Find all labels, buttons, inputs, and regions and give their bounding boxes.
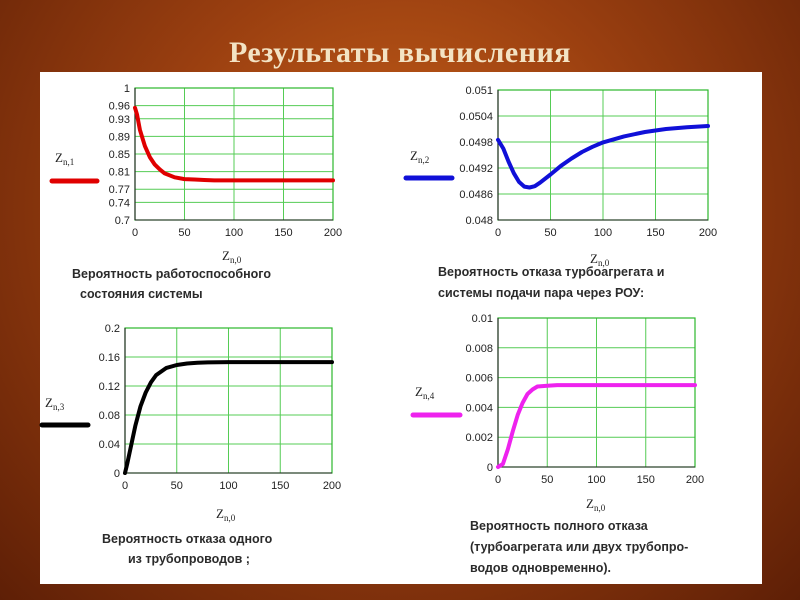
y-tick-label: 0.048 (465, 215, 493, 227)
y-tick-label: 0.7 (115, 215, 130, 227)
x-axis-label-subscript: n,0 (230, 255, 242, 265)
y-tick-label: 0.93 (109, 114, 130, 126)
y-tick-label: 0.01 (472, 313, 493, 325)
chart-caption-line: Вероятность отказа одного (102, 532, 273, 546)
x-tick-label: 150 (646, 227, 664, 239)
chart-caption-line: из трубопроводов ; (128, 552, 250, 566)
x-tick-label: 200 (324, 227, 342, 239)
y-tick-label: 0.0504 (459, 111, 493, 123)
y-axis-label: Zn,1 (55, 150, 74, 167)
x-tick-label: 50 (171, 480, 183, 492)
y-tick-label: 0.004 (465, 402, 493, 414)
x-axis-label: Zn,0 (216, 506, 236, 523)
slide-title: Результаты вычисления (228, 36, 572, 69)
x-tick-label: 100 (225, 227, 243, 239)
x-tick-label: 50 (178, 227, 190, 239)
x-tick-label: 0 (495, 474, 501, 486)
y-tick-label: 0.77 (109, 184, 130, 196)
y-tick-label: 0.0486 (459, 189, 493, 201)
x-axis-label-subscript: n,0 (224, 513, 236, 523)
y-tick-label: 0.08 (99, 410, 120, 422)
y-axis-label-subscript: n,2 (418, 155, 429, 165)
y-tick-label: 0.12 (99, 381, 120, 393)
x-axis-label: Zn,0 (222, 248, 242, 265)
y-tick-label: 0.81 (109, 167, 130, 179)
chart-caption-line: Вероятность работоспособного (72, 267, 271, 281)
x-axis-label-subscript: n,0 (598, 258, 610, 268)
y-tick-label: 0.04 (99, 439, 120, 451)
x-tick-label: 0 (132, 227, 138, 239)
chart-caption-line: Вероятность отказа турбоагрегата и (438, 265, 664, 279)
y-tick-label: 0.0492 (459, 163, 493, 175)
chart-1: 0 50 100 150 200 0.7 0.740.77 0.81 0.85 0.89 0.930… (49, 83, 342, 301)
y-tick-label: 0.74 (109, 197, 130, 209)
y-axis-label-subscript: n,3 (53, 402, 65, 412)
chart-caption-line: водов одновременно). (470, 561, 611, 575)
x-tick-label: 200 (699, 227, 717, 239)
x-tick-label: 100 (587, 474, 605, 486)
x-tick-label: 150 (637, 474, 655, 486)
chart-3: 0 50 100 150 200 0 0.04 0.08 0.12 0.16 0.2 Zn,3 Zn,0… (39, 323, 341, 566)
x-axis-label: Zn,0 (586, 496, 606, 513)
x-tick-label: 50 (544, 227, 556, 239)
y-tick-label: 0.89 (109, 131, 130, 143)
x-tick-label: 150 (274, 227, 292, 239)
y-tick-label: 0 (114, 468, 120, 480)
y-tick-label: 0.006 (465, 373, 493, 385)
y-axis-label: Zn,3 (45, 395, 65, 412)
x-tick-label: 150 (271, 480, 289, 492)
x-tick-label: 100 (219, 480, 237, 492)
series-line (123, 360, 334, 475)
x-tick-label: 200 (686, 474, 704, 486)
y-axis-label-subscript: n,1 (63, 157, 74, 167)
y-tick-label: 0 (487, 462, 493, 474)
chart-2: 0 50 100 150 200 0.048 0.0486 0.0492 0.0498 0.050… (403, 85, 717, 300)
chart-caption-line: системы подачи пара через РОУ: (438, 286, 644, 300)
x-tick-label: 0 (122, 480, 128, 492)
y-axis-label: Zn,4 (415, 384, 435, 401)
x-tick-label: 50 (541, 474, 553, 486)
y-tick-label: 0.2 (105, 323, 120, 335)
y-tick-label: 0.0498 (459, 137, 493, 149)
chart-caption-line: (турбоагрегата или двух трубопро- (470, 540, 688, 554)
series-line (496, 124, 710, 190)
y-tick-label: 1 (124, 83, 130, 95)
y-tick-label: 0.16 (99, 352, 120, 364)
y-tick-label: 0.002 (465, 432, 493, 444)
y-tick-label: 0.96 (109, 101, 130, 113)
y-tick-label: 0.008 (465, 343, 493, 355)
series-line (133, 105, 335, 183)
x-tick-label: 0 (495, 227, 501, 239)
chart-caption-line: состояния системы (80, 287, 203, 301)
chart-caption-line: Вероятность полного отказа (470, 519, 649, 533)
y-tick-label: 0.85 (109, 149, 130, 161)
chart-4: 0 50 100 150 200 0 0.002 0.004 0.006 0.008 0.01 Zn,… (410, 313, 704, 575)
y-tick-label: 0.051 (465, 85, 493, 97)
x-tick-label: 200 (323, 480, 341, 492)
y-axis-label-subscript: n,4 (423, 391, 435, 401)
y-axis-label: Zn,2 (410, 148, 429, 165)
series-line (496, 383, 697, 469)
x-tick-label: 100 (594, 227, 612, 239)
x-axis-label-subscript: n,0 (594, 503, 606, 513)
